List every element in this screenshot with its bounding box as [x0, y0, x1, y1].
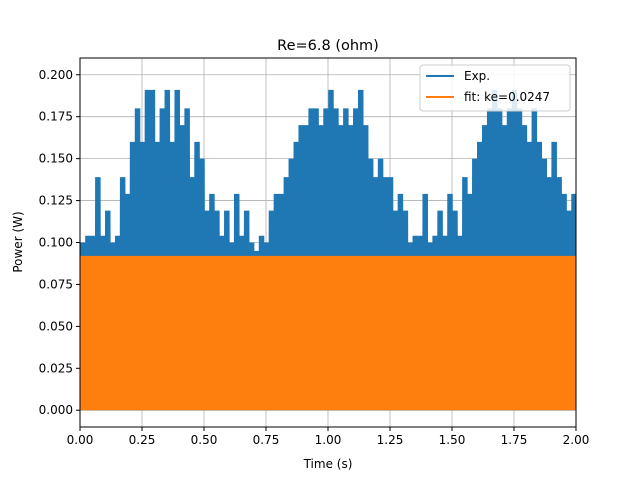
y-axis-label: Power (W) — [11, 211, 25, 272]
x-tick-label: 2.00 — [563, 433, 590, 447]
x-tick-label: 1.00 — [315, 433, 342, 447]
y-tick-label: 0.175 — [39, 110, 73, 124]
y-tick-label: 0.025 — [39, 361, 73, 375]
y-axis-ticks: 0.000 0.025 0.050 0.075 0.100 0.125 0.150 0.175… — [39, 68, 80, 417]
y-tick-label: 0.075 — [39, 277, 73, 291]
x-tick-label: 1.75 — [501, 433, 528, 447]
chart-title: Re=6.8 (ohm) — [277, 38, 379, 54]
x-tick-label: 0.50 — [191, 433, 218, 447]
legend-label-fit: fit: ke=0.0247 — [464, 90, 550, 104]
x-tick-label: 1.50 — [439, 433, 466, 447]
y-tick-label: 0.050 — [39, 319, 73, 333]
y-tick-label: 0.200 — [39, 68, 73, 82]
legend: Exp. fit: ke=0.0247 — [419, 64, 571, 112]
legend-label-exp: Exp. — [464, 69, 490, 83]
x-tick-label: 0.75 — [253, 433, 280, 447]
plot-area — [80, 89, 576, 411]
y-tick-label: 0.125 — [39, 194, 73, 208]
x-tick-label: 0.00 — [67, 433, 94, 447]
x-tick-label: 0.25 — [129, 433, 156, 447]
x-axis-label: Time (s) — [303, 457, 353, 471]
y-tick-label: 0.150 — [39, 152, 73, 166]
series-fit-line — [80, 255, 576, 411]
x-axis-ticks: 0.00 0.25 0.50 0.75 1.00 1.25 1.50 1.75 2.00 — [67, 427, 590, 447]
y-tick-label: 0.000 — [39, 403, 73, 417]
legend-box — [419, 64, 571, 112]
y-tick-label: 0.100 — [39, 236, 73, 250]
x-tick-label: 1.25 — [377, 433, 404, 447]
